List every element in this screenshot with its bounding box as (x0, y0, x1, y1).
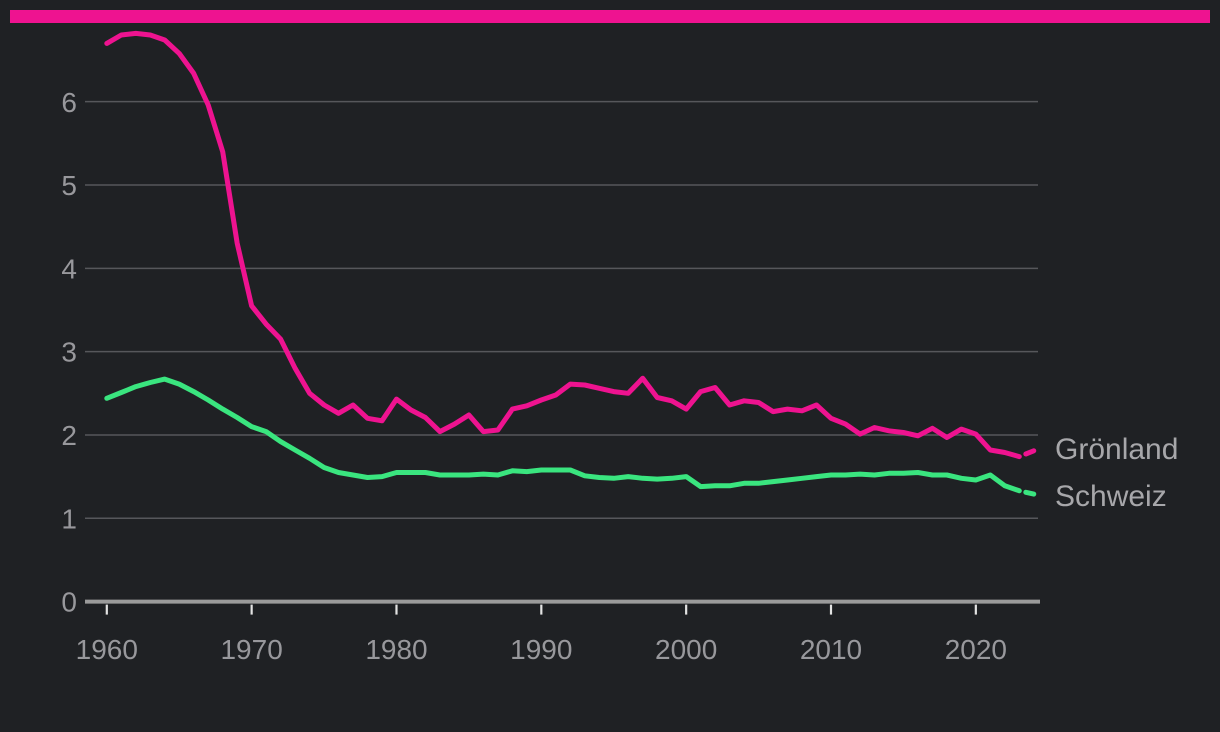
y-tick-label: 3 (61, 337, 77, 368)
y-axis-labels: 0 1 2 3 4 5 6 (61, 87, 77, 618)
series-label-schweiz: Schweiz (1055, 480, 1167, 513)
y-gridlines (85, 100, 1038, 520)
series-line-grnland (104, 30, 1022, 460)
x-tick-label: 2000 (655, 634, 717, 665)
accent-bar (10, 10, 1210, 23)
series-line-schweiz (104, 376, 1022, 494)
x-axis-labels: 1960 1970 1980 1990 2000 2010 2020 (76, 634, 1007, 665)
x-tick-label: 1980 (365, 634, 427, 665)
y-tick-label: 6 (61, 87, 77, 118)
y-tick-label: 5 (61, 170, 77, 201)
x-tick-label: 1970 (220, 634, 282, 665)
x-tick-label: 1960 (76, 634, 138, 665)
x-tick-label: 2020 (945, 634, 1007, 665)
y-tick-label: 0 (61, 587, 77, 618)
series-label-groenland: Grönland (1055, 433, 1179, 466)
y-tick-label: 4 (61, 253, 77, 284)
y-tick-label: 2 (61, 420, 77, 451)
series-terminal-dash (1023, 448, 1037, 457)
x-tick-label: 1990 (510, 634, 572, 665)
y-tick-label: 1 (61, 503, 77, 534)
series-terminal-dash (1023, 489, 1037, 497)
x-tick-label: 2010 (800, 634, 862, 665)
x-axis-ticks (105, 604, 977, 615)
